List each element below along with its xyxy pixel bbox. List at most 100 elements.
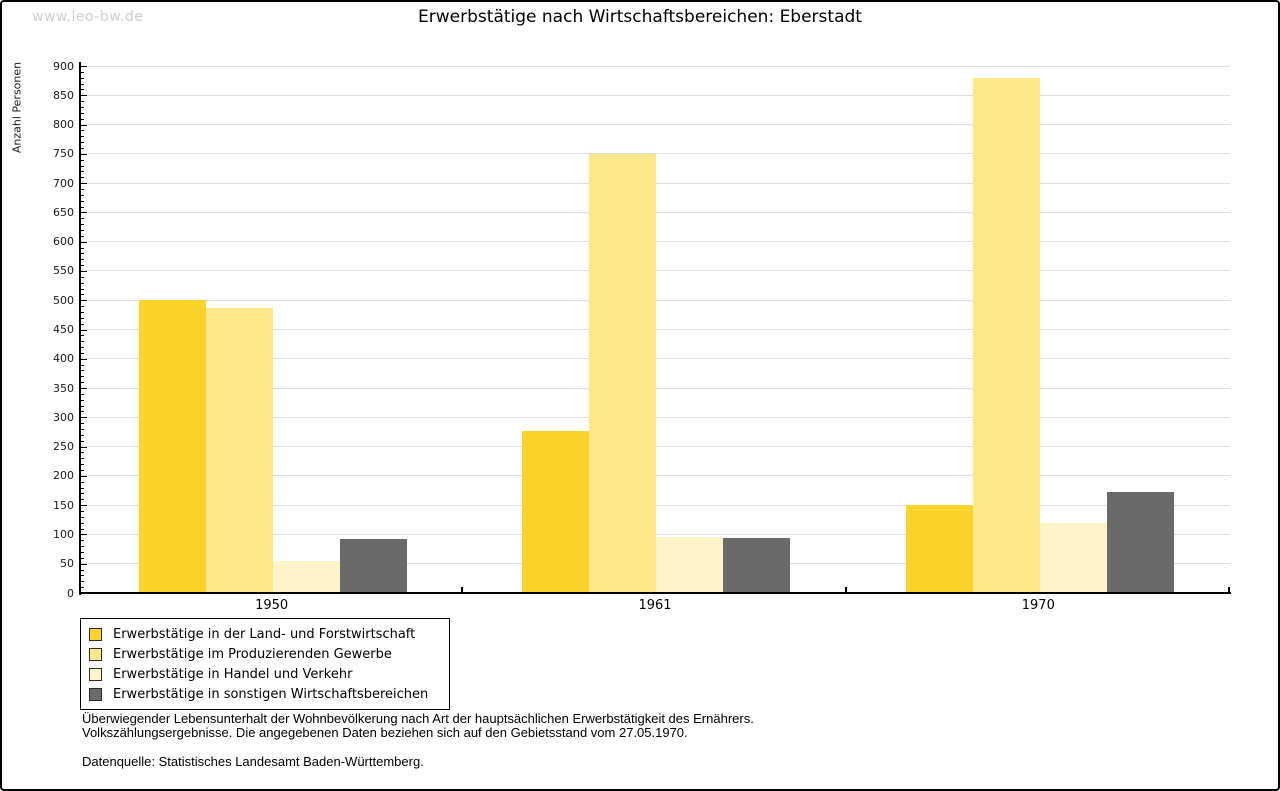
y-minor-tick-510 [80,294,84,296]
y-tick-label-0: 0 [67,586,74,600]
x-axis-line [80,592,1231,594]
legend-item-1: Erwerbstätige in der Land- und Forstwirt… [89,624,441,644]
y-minor-tick-260 [80,440,84,442]
legend-label: Erwerbstätige in Handel und Verkehr [113,666,353,682]
y-minor-tick-780 [80,136,84,138]
y-minor-tick-530 [80,282,84,284]
y-minor-tick-690 [80,188,84,190]
bar-1961-series-2 [589,153,657,593]
bar-1950-series-3 [273,560,340,593]
y-tick-label-350: 350 [53,381,74,395]
bar-1970-series-4 [1106,492,1174,593]
y-minor-tick-240 [80,452,84,454]
legend-label: Erwerbstätige im Produzierenden Gewerbe [113,646,392,662]
y-minor-tick-440 [80,335,84,337]
y-minor-tick-10 [80,587,84,589]
x-boundary-tick-2 [844,587,847,593]
y-tick-label-850: 850 [53,88,74,102]
y-minor-tick-310 [80,411,84,413]
y-minor-tick-160 [80,499,84,501]
y-minor-tick-380 [80,370,84,372]
y-minor-tick-60 [80,557,84,559]
legend-swatch-icon [89,687,102,701]
y-tick-label-50: 50 [60,557,74,571]
y-minor-tick-170 [80,493,84,495]
y-tick-label-450: 450 [53,323,74,336]
y-minor-tick-670 [80,200,84,202]
bar-1970-series-1 [905,505,973,593]
y-minor-tick-30 [80,575,84,577]
watermark: www.leo-bw.de [32,9,144,25]
y-minor-tick-390 [80,364,84,366]
y-minor-tick-290 [80,423,84,425]
legend-box: Erwerbstätige in der Land- und Forstwirt… [80,618,450,710]
y-minor-tick-860 [80,89,84,91]
chart-title: Erwerbstätige nach Wirtschaftsbereichen:… [418,7,862,27]
y-minor-tick-190 [80,481,84,483]
y-minor-tick-330 [80,399,84,401]
y-minor-tick-340 [80,393,84,395]
y-minor-tick-680 [80,194,84,196]
y-minor-tick-180 [80,487,84,489]
legend-item-3: Erwerbstätige in Handel und Verkehr [89,664,441,684]
y-minor-tick-710 [80,177,84,179]
y-axis-line [79,62,81,595]
y-minor-tick-110 [80,528,84,530]
y-minor-tick-480 [80,311,84,313]
y-minor-tick-570 [80,259,84,261]
legend-label: Erwerbstätige in sonstigen Wirtschaftsbe… [113,686,429,702]
y-major-tick-450 [80,329,87,331]
legend-label: Erwerbstätige in der Land- und Forstwirt… [113,626,416,642]
x-boundary-tick-1 [461,587,464,593]
y-minor-tick-20 [80,581,84,583]
y-minor-tick-320 [80,405,84,407]
y-tick-label-100: 100 [53,527,74,541]
y-tick-label-200: 200 [53,469,74,483]
y-minor-tick-790 [80,130,84,132]
bar-1950-series-1 [139,300,206,593]
y-minor-tick-760 [80,147,84,149]
bar-1970-series-3 [1039,522,1107,593]
legend-swatch-icon [89,647,102,661]
y-minor-tick-580 [80,253,84,255]
y-minor-tick-610 [80,235,84,237]
y-tick-label-300: 300 [53,410,74,424]
gridline-800 [80,124,1230,126]
y-minor-tick-230 [80,458,84,460]
gridline-900 [80,65,1230,67]
bar-1970-series-2 [972,77,1040,593]
y-major-tick-250 [80,446,87,448]
y-minor-tick-430 [80,341,84,343]
y-major-tick-850 [80,95,87,97]
y-minor-tick-90 [80,540,84,542]
legend-swatch-icon [89,627,102,641]
y-tick-label-250: 250 [53,440,74,454]
y-tick-label-500: 500 [53,293,74,307]
y-major-tick-750 [80,153,87,155]
y-tick-label-700: 700 [53,176,74,190]
y-minor-tick-220 [80,464,84,466]
y-minor-tick-120 [80,522,84,524]
y-minor-tick-270 [80,434,84,436]
legend-item-4: Erwerbstätige in sonstigen Wirtschaftsbe… [89,684,441,704]
y-minor-tick-840 [80,101,84,103]
y-tick-label-150: 150 [53,498,74,512]
y-minor-tick-660 [80,206,84,208]
y-minor-tick-640 [80,218,84,220]
y-minor-tick-460 [80,323,84,325]
y-tick-label-750: 750 [53,147,74,161]
legend-item-2: Erwerbstätige im Produzierenden Gewerbe [89,644,441,664]
y-minor-tick-540 [80,276,84,278]
y-minor-tick-730 [80,165,84,167]
y-minor-tick-470 [80,317,84,319]
y-major-tick-550 [80,270,87,272]
y-minor-tick-870 [80,83,84,85]
y-minor-tick-280 [80,429,84,431]
bar-1961-series-3 [656,536,724,593]
y-tick-label-650: 650 [53,205,74,219]
y-minor-tick-80 [80,546,84,548]
y-tick-label-550: 550 [53,264,74,278]
gridline-850 [80,94,1230,96]
